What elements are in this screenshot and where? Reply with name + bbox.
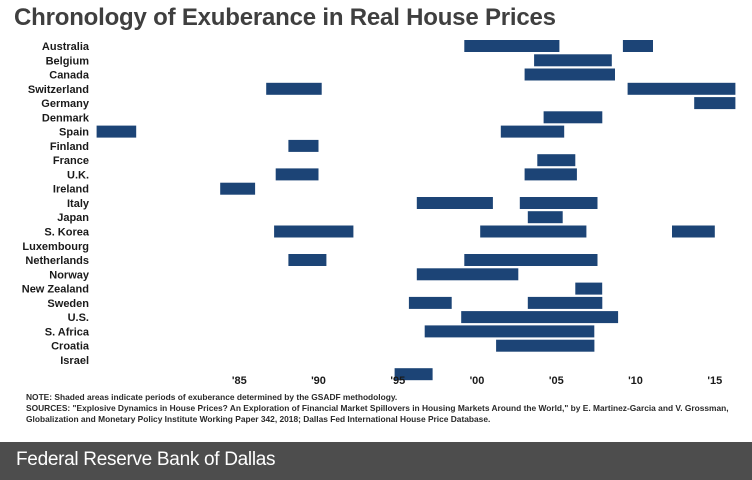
exuberance-bar (537, 154, 576, 167)
exuberance-bar (416, 268, 519, 281)
x-tick-label: '10 (628, 375, 643, 387)
country-row: Italy (67, 197, 598, 210)
country-row: S. Korea (44, 225, 715, 239)
exuberance-bar (672, 225, 715, 238)
country-label: France (53, 155, 89, 167)
country-label: Switzerland (28, 84, 89, 96)
exuberance-bar (288, 139, 319, 152)
country-row: Ireland (53, 182, 256, 196)
exuberance-bar (461, 311, 619, 324)
country-label: New Zealand (22, 284, 89, 296)
x-tick-label: '15 (707, 375, 722, 387)
country-row: Spain (59, 125, 565, 139)
exuberance-bar (274, 225, 354, 238)
country-label: Finland (50, 141, 89, 153)
country-row (394, 368, 433, 381)
country-label: U.K. (67, 169, 89, 181)
country-row: Germany (41, 97, 736, 110)
country-label: Japan (57, 212, 89, 224)
country-label: Ireland (53, 184, 89, 196)
exuberance-bar (464, 254, 598, 266)
exuberance-bar (527, 211, 563, 224)
exuberance-bar (408, 296, 452, 309)
country-label: S. Africa (45, 326, 90, 338)
exuberance-bar (480, 225, 587, 238)
chart-title: Chronology of Exuberance in Real House P… (14, 4, 556, 31)
exuberance-bar (527, 296, 603, 309)
chart-notes: NOTE: Shaded areas indicate periods of e… (26, 392, 746, 425)
country-row: Netherlands (25, 254, 598, 267)
exuberance-bar (416, 197, 493, 209)
exuberance-bar (394, 368, 433, 381)
country-label: Canada (49, 70, 90, 82)
footer-label: Federal Reserve Bank of Dallas (16, 449, 276, 470)
country-label: U.S. (68, 312, 89, 324)
country-label: Norway (49, 269, 90, 281)
footer-bar: Federal Reserve Bank of Dallas (0, 442, 752, 480)
exuberance-bar (96, 125, 137, 138)
exuberance-bar (288, 254, 327, 266)
x-tick-label: '90 (311, 375, 326, 387)
country-label: S. Korea (44, 227, 90, 239)
country-label: Croatia (51, 341, 90, 353)
country-row: Finland (50, 139, 319, 153)
country-row: Switzerland (28, 82, 736, 96)
exuberance-bar (622, 40, 653, 52)
country-row: Canada (49, 68, 615, 82)
x-tick-label: '95 (390, 375, 405, 387)
exuberance-bar (500, 125, 565, 138)
country-label: Belgium (46, 55, 90, 67)
x-tick-label: '05 (549, 375, 564, 387)
exuberance-bar (575, 282, 603, 295)
exuberance-bar (464, 40, 560, 52)
country-label: Italy (67, 198, 90, 210)
country-label: Spain (59, 127, 89, 139)
sources-text: SOURCES: "Explosive Dynamics in House Pr… (26, 403, 729, 424)
exuberance-bar (424, 325, 595, 338)
exuberance-bar (220, 182, 256, 195)
timeline-chart: Australia Belgium Canada Switzerland Germany… (22, 40, 736, 387)
chart-rows: Australia Belgium Canada Switzerland Germany… (22, 40, 736, 381)
x-tick-label: '00 (470, 375, 485, 387)
exuberance-bar (543, 111, 603, 124)
country-label: Sweden (47, 298, 89, 310)
country-label: Israel (60, 355, 89, 367)
country-row: Sweden (47, 296, 603, 310)
country-label: Australia (42, 41, 90, 53)
country-row: New Zealand (22, 282, 603, 296)
country-label: Denmark (42, 112, 90, 124)
exuberance-bar (524, 168, 577, 181)
country-label: Germany (41, 98, 90, 110)
country-label: Luxembourg (22, 241, 89, 253)
country-label: Netherlands (25, 255, 89, 267)
exuberance-bar (534, 54, 612, 67)
country-row: U.S. (68, 311, 619, 324)
country-row: Belgium (46, 54, 612, 67)
country-row: U.K. (67, 168, 577, 181)
x-axis-ticks: '85 '90 '95 '00 '05 '10 '15 (232, 375, 722, 387)
country-row: Denmark (42, 111, 603, 124)
country-row: Israel (60, 355, 89, 367)
country-row: Norway (49, 268, 519, 281)
exuberance-bar (266, 82, 322, 95)
exuberance-bar (496, 339, 595, 352)
exuberance-bar (627, 82, 736, 95)
country-row: Japan (57, 211, 563, 224)
country-row: Croatia (51, 339, 595, 353)
country-row: Luxembourg (22, 241, 89, 253)
exuberance-bar (519, 197, 598, 209)
exuberance-bar (275, 168, 319, 181)
country-row: Australia (42, 40, 653, 53)
exuberance-bar (694, 97, 736, 110)
country-row: S. Africa (45, 325, 595, 338)
exuberance-bar (524, 68, 615, 81)
note-text: NOTE: Shaded areas indicate periods of e… (26, 392, 398, 402)
country-row: France (53, 154, 576, 167)
x-tick-label: '85 (232, 375, 247, 387)
